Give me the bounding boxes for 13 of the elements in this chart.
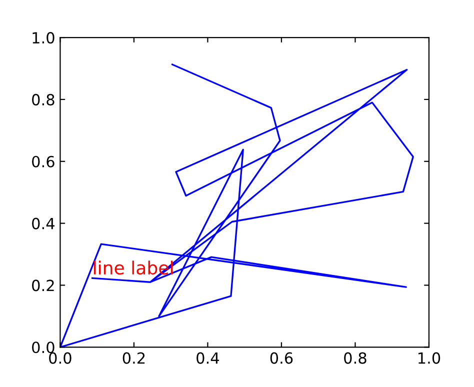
y-tick-label: 0.6: [32, 156, 54, 168]
x-tick-label: 0.8: [344, 352, 366, 364]
x-tick-label: 1.0: [418, 352, 440, 364]
x-tick-label: 0.0: [49, 352, 72, 364]
line-series: [60, 64, 414, 348]
y-tick-label: 0.8: [32, 94, 54, 106]
x-tick-label: 0.6: [270, 352, 293, 364]
x-tick-label: 0.4: [196, 352, 219, 364]
y-tick-label: 0.2: [32, 280, 54, 292]
y-tick-label: 0.0: [32, 342, 54, 354]
y-tick-label: 1.0: [32, 32, 54, 44]
x-tick-label: 0.2: [122, 352, 145, 364]
y-tick-label: 0.4: [32, 218, 54, 230]
